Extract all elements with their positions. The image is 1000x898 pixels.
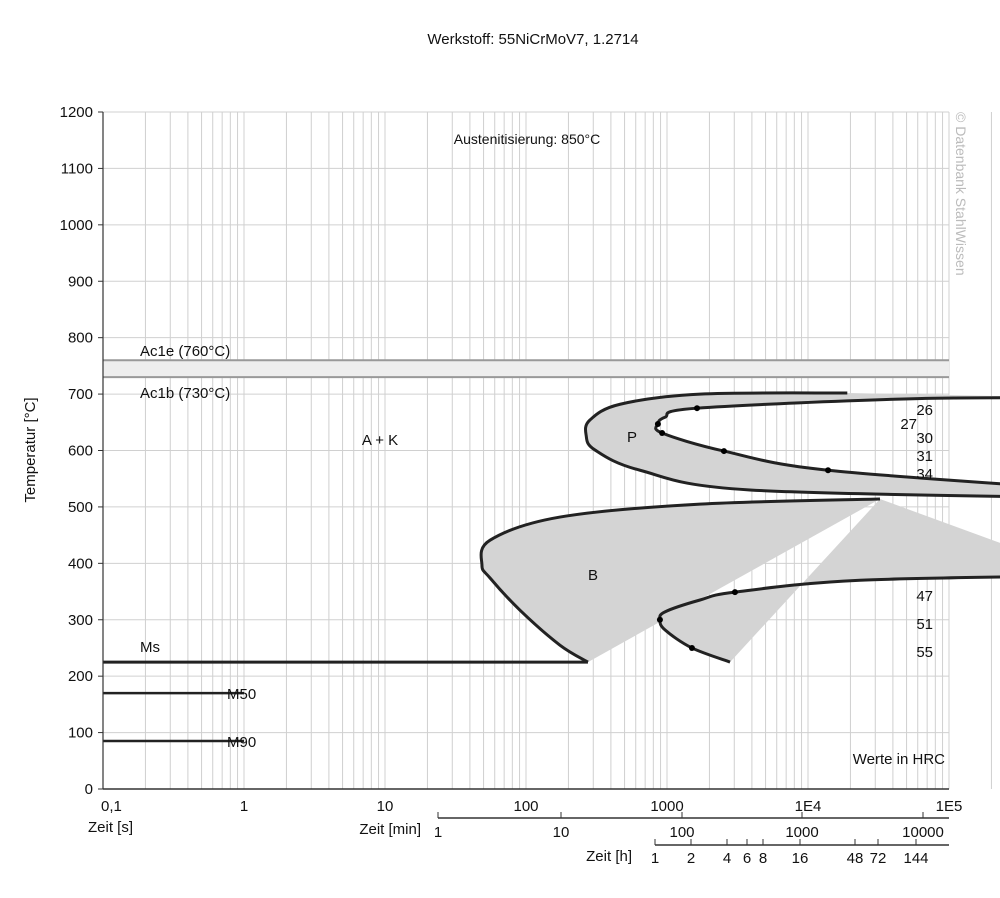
hardness-label: 31 [916,448,933,465]
y-tick-label: 700 [68,386,93,403]
hardness-label: 26 [916,402,933,419]
y-tick-label: 1100 [61,160,93,177]
x-tick-label-h: 4 [723,850,731,867]
y-tick-label: 0 [85,781,93,798]
y-tick-label: 200 [68,668,93,685]
x-tick-label-s: 1E5 [936,798,963,815]
x-tick-label-h: 72 [870,850,887,867]
x-tick-label-min: 100 [669,824,694,841]
ac1b-label: Ac1b (730°C) [140,385,230,402]
bainite-region [481,499,1000,663]
x-tick-label-s: 1 [240,798,248,815]
y-tick-label: 800 [68,330,93,347]
pearlite-region [585,392,1000,497]
hardness-point [659,430,666,437]
note-hrc: Werte in HRC [853,751,945,768]
ac1e-label: Ac1e (760°C) [140,343,230,360]
hardness-point [688,644,695,651]
m90-label: M90 [227,734,256,751]
x-tick-label-h: 6 [743,850,751,867]
x-tick-label-h: 8 [759,850,767,867]
y-tick-label: 400 [68,555,93,572]
m50-label: M50 [227,686,256,703]
x-tick-label-h: 48 [847,850,864,867]
x-tick-label-s: 1E4 [795,798,822,815]
x-tick-label-min: 1000 [785,824,818,841]
x-tick-label-h: 1 [651,850,659,867]
x-axis-label-min: Zeit [min] [359,821,421,838]
region-label-p: P [627,429,637,446]
hardness-label: 34 [916,466,933,483]
hardness-point [654,420,661,427]
x-tick-label-min: 10 [553,824,570,841]
y-tick-label: 100 [68,725,93,742]
hardness-label: 55 [916,644,933,661]
x-tick-label-h: 144 [903,850,928,867]
hardness-label: 30 [916,430,933,447]
x-tick-label-s: 10 [377,798,394,815]
region-label-b: B [588,567,598,584]
y-tick-label: 900 [68,273,93,290]
x-tick-label-min: 1 [434,824,442,841]
y-axis-label: Temperatur [°C] [22,397,39,502]
hardness-point [731,589,738,596]
hardness-label: 51 [916,616,933,633]
bainite-finish-curve [658,575,1000,664]
y-tick-label: 1000 [60,217,93,234]
ms-label: Ms [140,639,160,656]
x-tick-label-h: 2 [687,850,695,867]
ac1-band [103,360,949,378]
y-tick-label: 600 [68,443,93,460]
hardness-label: 27 [900,416,917,433]
hardness-point [694,405,701,412]
chart-title: Werkstoff: 55NiCrMoV7, 1.2714 [427,31,638,48]
hardness-point [825,467,832,474]
x-tick-label-min: 10000 [902,824,944,841]
pearlite-start-curve [583,391,1000,498]
hardness-point [720,448,727,455]
bainite-start-curve [479,497,881,664]
y-tick-label: 1200 [60,104,93,121]
hardness-label: 47 [916,588,933,605]
y-tick-label: 300 [68,612,93,629]
region-label-ak: A + K [362,432,398,449]
x-tick-label-s: 1000 [650,798,683,815]
y-tick-label: 500 [68,499,93,516]
hardness-point [656,616,663,623]
x-tick-label-s: 0,1 [101,798,122,815]
x-tick-label-s: 100 [513,798,538,815]
x-tick-label-h: 16 [792,850,809,867]
watermark: © Datenbank StahlWissen [953,112,969,276]
grid [102,111,992,790]
chart-subtitle: Austenitisierung: 850°C [454,131,600,147]
x-axis-label-s: Zeit [s] [88,819,133,836]
x-axis-label-h: Zeit [h] [586,848,632,865]
